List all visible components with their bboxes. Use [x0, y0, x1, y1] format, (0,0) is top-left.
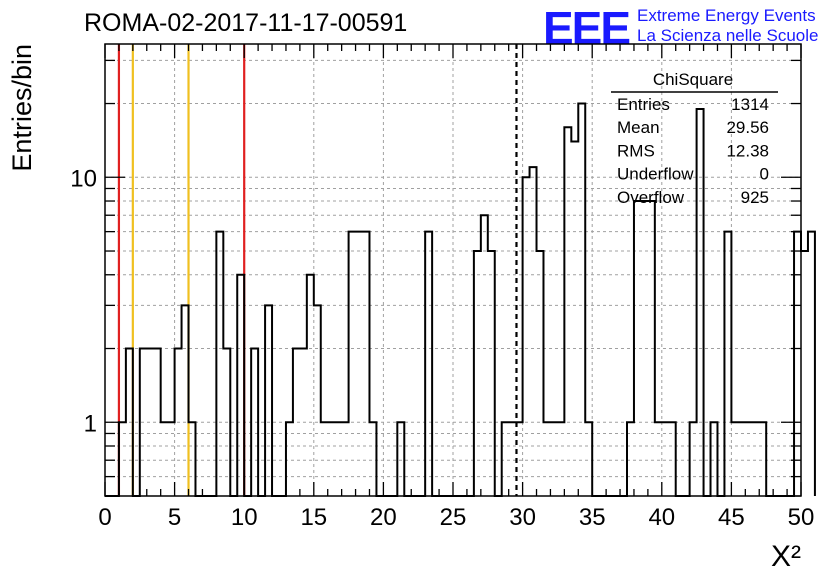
x-tick-label: 10 — [231, 504, 258, 531]
y-axis-label: Entries/bin — [7, 44, 37, 172]
x-tick-label: 40 — [648, 504, 675, 531]
chart-title: ROMA-02-2017-11-17-00591 — [84, 9, 408, 37]
stats-value: 0 — [760, 165, 769, 184]
stats-box: ChiSquare Entries 1314 Mean 29.56 RMS 12.38 Un… — [611, 70, 778, 207]
logo-line-2: La Scienza nelle Scuole — [637, 26, 819, 45]
x-tick-label: 30 — [509, 504, 536, 531]
x-tick-label: 25 — [440, 504, 467, 531]
stats-rows: Entries 1314 Mean 29.56 RMS 12.38 Underflow 0 Ov… — [617, 95, 769, 207]
y-tick-labels: 1 10 — [70, 165, 97, 437]
stats-label: Underflow — [617, 165, 694, 184]
x-tick-label: 0 — [98, 504, 111, 531]
x-tick-label: 45 — [718, 504, 745, 531]
axis-ticks — [104, 44, 802, 497]
x-tick-label: 20 — [370, 504, 397, 531]
stats-value: 29.56 — [726, 118, 769, 137]
histogram-series — [105, 102, 816, 497]
marker-lines — [117, 44, 518, 496]
x-tick-label: 5 — [168, 504, 181, 531]
stats-label: RMS — [617, 141, 655, 160]
x-tick-label: 50 — [788, 504, 815, 531]
stats-value: 925 — [741, 188, 769, 207]
x-tick-label: 15 — [300, 504, 327, 531]
stats-value: 12.38 — [726, 141, 769, 160]
stats-label: Entries — [617, 95, 670, 114]
x-axis-label: X² — [771, 540, 801, 572]
grid-lines — [105, 44, 801, 496]
x-tick-label: 35 — [579, 504, 606, 531]
stats-title: ChiSquare — [653, 70, 733, 89]
stats-value: 1314 — [731, 95, 769, 114]
logo-mark: EEE — [543, 2, 631, 54]
stats-label: Mean — [617, 118, 660, 137]
y-tick-label: 10 — [70, 165, 97, 192]
logo-line-1: Extreme Energy Events — [637, 6, 816, 25]
stats-label: Overflow — [617, 188, 685, 207]
x-tick-labels: 0 5 10 15 20 25 30 35 40 45 50 — [98, 504, 814, 531]
y-tick-label: 1 — [84, 410, 97, 437]
